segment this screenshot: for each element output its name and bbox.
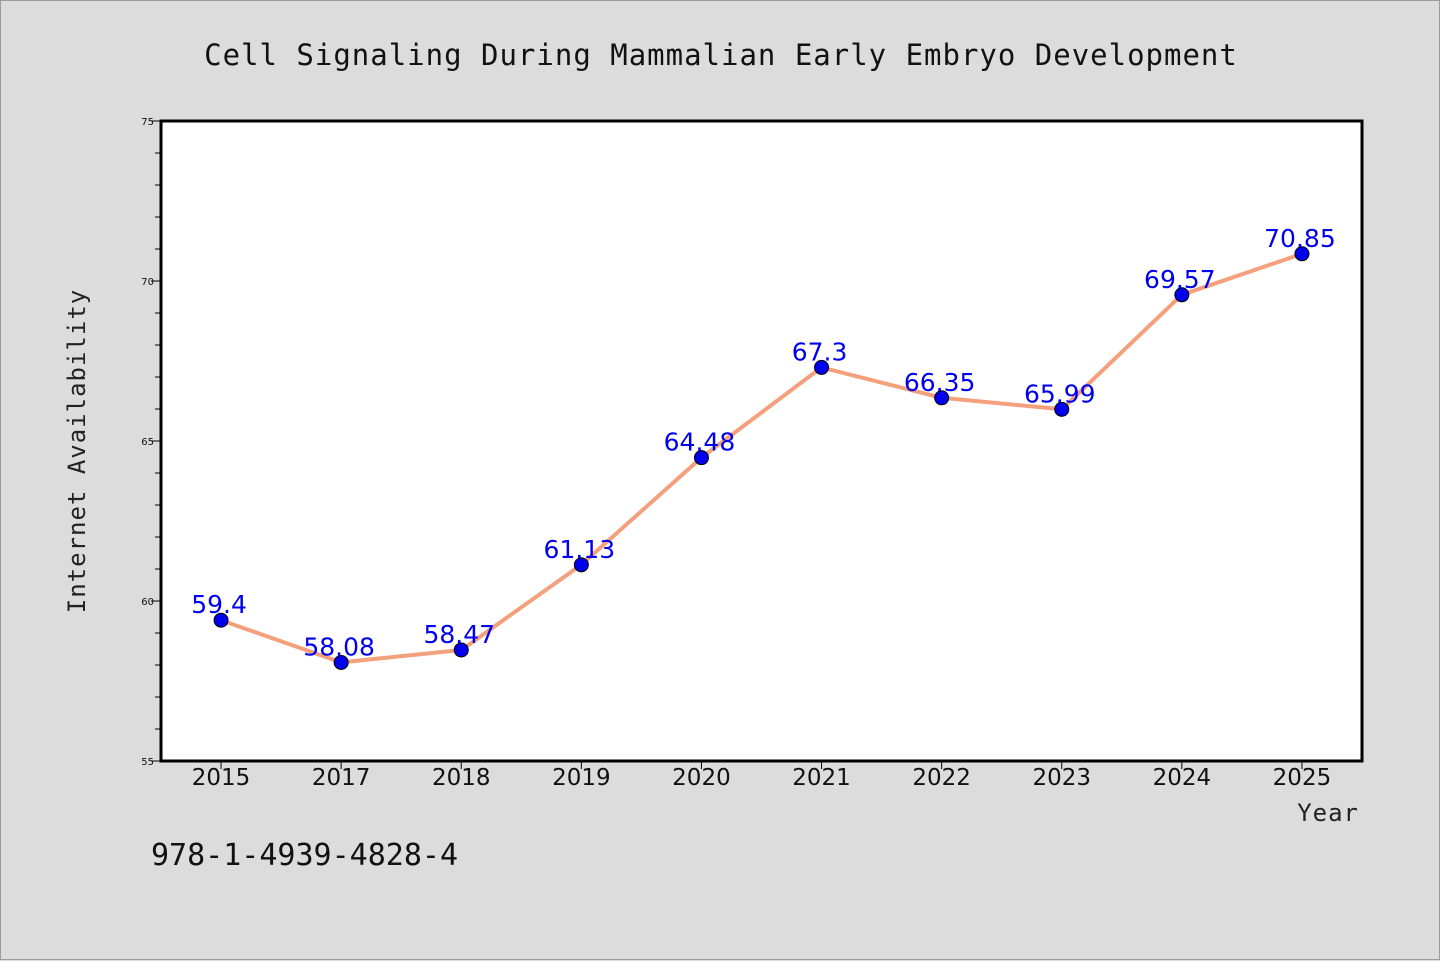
- data-label: 61.13: [544, 535, 616, 564]
- data-label: 59.4: [191, 590, 247, 619]
- data-point: [693, 450, 709, 466]
- x-tick-label: 2023: [1032, 765, 1091, 791]
- data-point: [213, 612, 229, 628]
- x-tick-label: 2019: [552, 765, 611, 791]
- series-line: [220, 251, 1303, 665]
- y-axis-label: Internet Availability: [63, 289, 91, 613]
- x-tick-label: 2020: [672, 765, 731, 791]
- x-tick-label: 2017: [312, 765, 371, 791]
- data-point: [1294, 246, 1310, 262]
- data-label: 58.08: [303, 632, 375, 661]
- x-tick-label: 2015: [192, 765, 251, 791]
- data-label: 65.99: [1024, 379, 1096, 408]
- data-point: [814, 359, 830, 375]
- data-point: [1174, 287, 1190, 303]
- y-tick-label: 75: [141, 117, 154, 128]
- y-tick-label: 70: [141, 277, 154, 288]
- data-point: [934, 390, 950, 406]
- data-point: [1054, 401, 1070, 417]
- data-point: [333, 654, 349, 670]
- y-axis-ticks: 55 60 65 70 75: [141, 117, 161, 768]
- x-tick-label: 2021: [792, 765, 851, 791]
- y-tick-label: 60: [141, 597, 154, 608]
- chart-title: Cell Signaling During Mammalian Early Em…: [204, 38, 1238, 72]
- isbn-text: 978-1-4939-4828-4: [151, 838, 458, 873]
- data-point: [453, 642, 469, 658]
- x-tick-label: 2018: [432, 765, 491, 791]
- series-markers: [213, 246, 1310, 670]
- data-label: 64.48: [664, 428, 736, 457]
- plot-area: [159, 119, 1364, 763]
- y-tick-label: 65: [141, 437, 154, 448]
- data-label: 58.47: [423, 620, 495, 649]
- x-tick-label: 2022: [912, 765, 971, 791]
- data-label: 69.57: [1144, 265, 1216, 294]
- x-axis-ticks: 2015 2017 2018 2019 2020 2021 2022 2023 2024 2025: [192, 761, 1331, 791]
- data-labels: 59.4 58.08 58.47 61.13 64.48 67.3 66.35 65.99 69…: [191, 224, 1336, 662]
- x-tick-label: 2024: [1153, 765, 1212, 791]
- data-label: 70.85: [1264, 224, 1336, 253]
- x-tick-label: 2025: [1273, 765, 1332, 791]
- data-label: 67.3: [792, 337, 848, 366]
- y-tick-label: 55: [141, 757, 154, 768]
- data-label: 66.35: [904, 368, 976, 397]
- x-axis-label: Year: [1297, 799, 1359, 827]
- data-point: [573, 557, 589, 573]
